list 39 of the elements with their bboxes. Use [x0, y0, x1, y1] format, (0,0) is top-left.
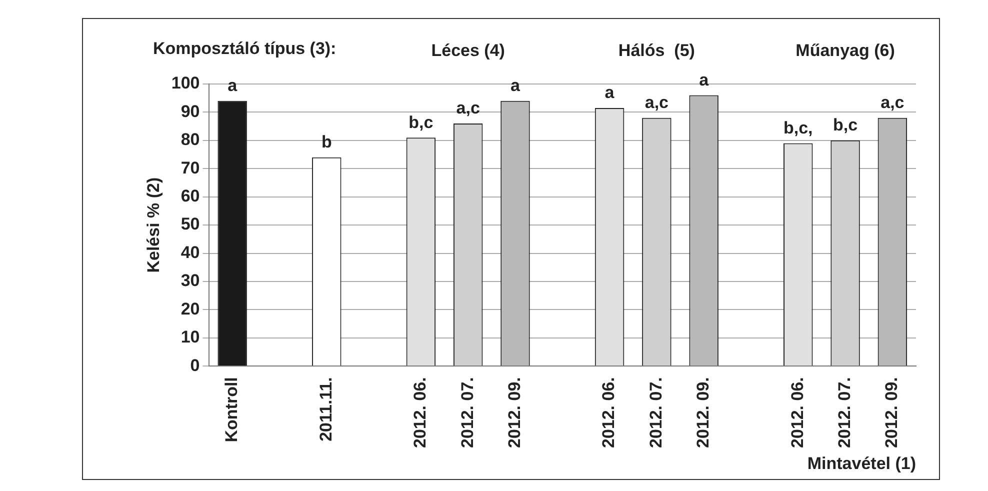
- text: Léces (4): [431, 41, 505, 60]
- data-label: a: [228, 76, 238, 96]
- data-label: b,c,: [783, 118, 813, 138]
- x-axis-title: Mintavétel (1): [807, 454, 916, 474]
- y-tick-label: 60: [180, 186, 200, 206]
- y-tick-label: 50: [180, 214, 200, 234]
- x-tick-label: 2012. 09.: [694, 377, 713, 448]
- y-tick-label: 100: [171, 74, 200, 93]
- y-tick-label: 30: [180, 271, 200, 290]
- y-tick-label: 40: [180, 242, 200, 262]
- data-label: a,c: [644, 93, 668, 112]
- x-tick-label: Kontroll: [222, 377, 242, 442]
- x-tick-label: 2012. 06.: [410, 377, 430, 448]
- y-tick-label: 10: [180, 328, 200, 347]
- x-tick-label: 2012. 09.: [504, 377, 524, 448]
- data-label: a,c: [880, 93, 904, 112]
- x-tick-label: 2012. 06.: [788, 377, 807, 448]
- data-label: a: [604, 83, 615, 102]
- y-tick-label: 90: [180, 102, 200, 121]
- x-tick-label: 2012. 07.: [834, 377, 854, 448]
- data-label: b: [321, 132, 332, 152]
- text: Komposztáló típus (3):: [153, 39, 336, 58]
- x-tick-label: 2012. 07.: [458, 377, 477, 448]
- data-label: a: [699, 70, 710, 90]
- data-label: b,c: [832, 116, 858, 135]
- x-tick-label: 2012. 07.: [646, 377, 666, 448]
- text: Műanyag (6): [796, 41, 895, 60]
- x-tick-label: 2011.11.: [316, 377, 336, 442]
- x-tick-label: 2012. 06.: [599, 377, 618, 448]
- y-tick-label: 20: [180, 299, 200, 318]
- text: Hálós (5): [618, 41, 695, 60]
- y-tick-label: 70: [180, 158, 200, 178]
- y-tick-label: 80: [180, 130, 200, 150]
- y-axis-title: Kelési % (2): [144, 177, 163, 273]
- x-tick-label: 2012. 09.: [882, 377, 902, 448]
- data-label: a: [510, 76, 520, 96]
- y-tick-label: 0: [190, 356, 200, 375]
- data-label: a,c: [456, 98, 480, 118]
- data-label: b,c: [408, 112, 434, 132]
